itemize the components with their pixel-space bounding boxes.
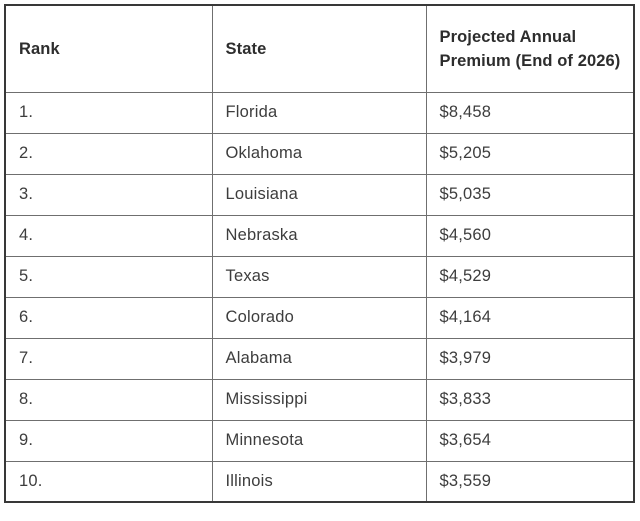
rank-cell: 6. (4, 296, 213, 339)
rank-cell: 7. (4, 337, 213, 380)
table-row: 6. Colorado $4,164 (4, 296, 635, 339)
table-header: Rank State Projected Annual Premium (End… (4, 4, 635, 93)
rank-cell: 2. (4, 132, 213, 175)
premium-cell: $5,035 (425, 173, 635, 216)
state-cell: Colorado (211, 296, 427, 339)
state-cell: Alabama (211, 337, 427, 380)
rank-cell: 10. (4, 460, 213, 503)
premium-cell: $8,458 (425, 91, 635, 134)
rank-cell: 1. (4, 91, 213, 134)
rank-cell: 5. (4, 255, 213, 298)
state-cell: Florida (211, 91, 427, 134)
state-cell: Mississippi (211, 378, 427, 421)
table-row: 5. Texas $4,529 (4, 255, 635, 298)
state-cell: Oklahoma (211, 132, 427, 175)
state-cell: Louisiana (211, 173, 427, 216)
table-row: 7. Alabama $3,979 (4, 337, 635, 380)
rank-cell: 4. (4, 214, 213, 257)
rank-cell: 9. (4, 419, 213, 462)
premium-table: Rank State Projected Annual Premium (End… (4, 4, 635, 503)
rank-cell: 3. (4, 173, 213, 216)
header-row: Rank State Projected Annual Premium (End… (4, 4, 635, 93)
column-header-premium: Projected Annual Premium (End of 2026) (425, 4, 635, 93)
rank-cell: 8. (4, 378, 213, 421)
state-cell: Illinois (211, 460, 427, 503)
table-row: 1. Florida $8,458 (4, 91, 635, 134)
premium-cell: $3,833 (425, 378, 635, 421)
table-row: 3. Louisiana $5,035 (4, 173, 635, 216)
premium-cell: $3,559 (425, 460, 635, 503)
table-body: 1. Florida $8,458 2. Oklahoma $5,205 3. Louisia… (4, 91, 635, 503)
premium-cell: $4,164 (425, 296, 635, 339)
premium-cell: $4,529 (425, 255, 635, 298)
table-row: 8. Mississippi $3,833 (4, 378, 635, 421)
premium-cell: $5,205 (425, 132, 635, 175)
premium-cell: $3,654 (425, 419, 635, 462)
column-header-rank: Rank (4, 4, 213, 93)
premium-cell: $4,560 (425, 214, 635, 257)
table-row: 10. Illinois $3,559 (4, 460, 635, 503)
table-row: 9. Minnesota $3,654 (4, 419, 635, 462)
state-cell: Texas (211, 255, 427, 298)
premium-cell: $3,979 (425, 337, 635, 380)
page-body: Rank State Projected Annual Premium (End… (4, 4, 635, 503)
state-cell: Nebraska (211, 214, 427, 257)
table-row: 2. Oklahoma $5,205 (4, 132, 635, 175)
table-row: 4. Nebraska $4,560 (4, 214, 635, 257)
column-header-state: State (211, 4, 427, 93)
state-cell: Minnesota (211, 419, 427, 462)
